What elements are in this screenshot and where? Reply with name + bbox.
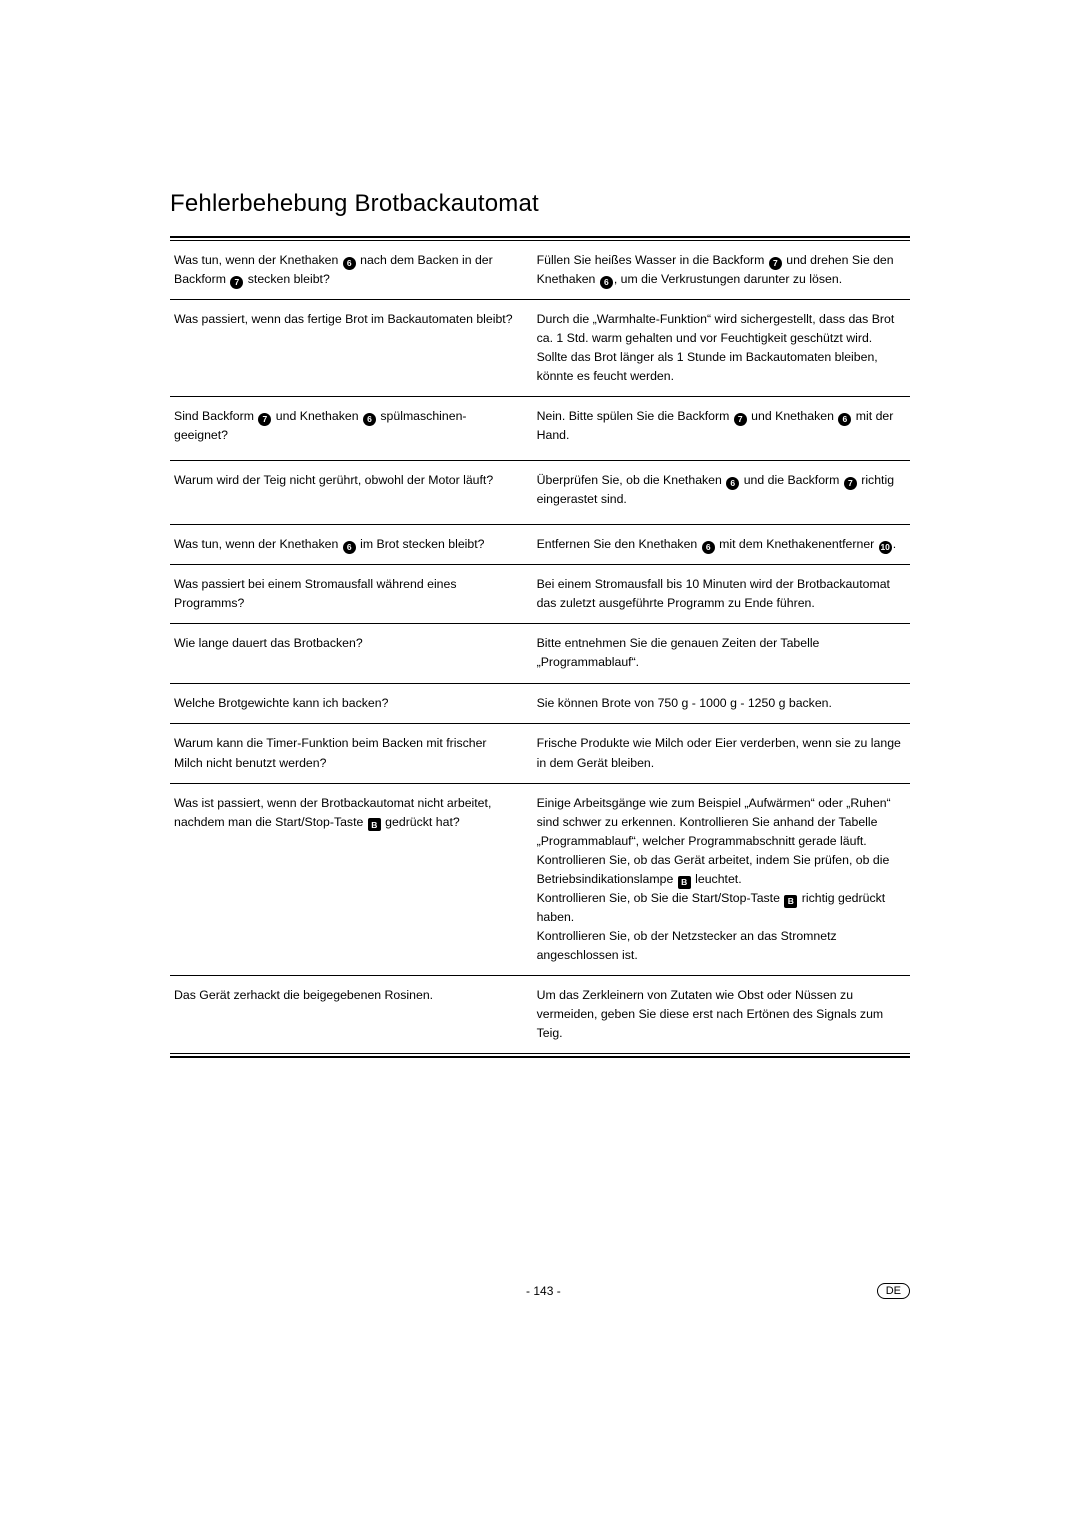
troubleshooting-table-wrap: Was tun, wenn der Knethaken 6 nach dem B…	[170, 236, 910, 1058]
answer-cell: Bei einem Stromausfall bis 10 Minuten wi…	[533, 565, 910, 624]
question-cell: Welche Brotgewichte kann ich backen?	[170, 684, 533, 724]
question-cell: Was passiert bei einem Stromausfall währ…	[170, 565, 533, 624]
table-row: Welche Brotgewichte kann ich backen?Sie …	[170, 684, 910, 724]
question-cell: Das Gerät zerhackt die beigegebenen Rosi…	[170, 975, 533, 1053]
table-row: Was tun, wenn der Knethaken 6 nach dem B…	[170, 241, 910, 300]
answer-cell: Füllen Sie heißes Wasser in die Backform…	[533, 241, 910, 300]
table-row: Das Gerät zerhackt die beigegebenen Rosi…	[170, 975, 910, 1053]
answer-cell: Entfernen Sie den Knethaken 6 mit dem Kn…	[533, 525, 910, 565]
reference-badge: 7	[230, 276, 243, 289]
reference-badge: 6	[343, 541, 356, 554]
table-row: Wie lange dauert das Brotbacken?Bitte en…	[170, 624, 910, 684]
answer-cell: Einige Arbeitsgänge wie zum Beispiel „Au…	[533, 783, 910, 975]
table-row: Sind Backform 7 und Knethaken 6 spülmasc…	[170, 397, 910, 461]
table-row: Was passiert bei einem Stromausfall währ…	[170, 565, 910, 624]
reference-badge: B	[784, 895, 797, 908]
reference-badge: 6	[726, 477, 739, 490]
reference-badge: 7	[258, 413, 271, 426]
question-cell: Sind Backform 7 und Knethaken 6 spülmasc…	[170, 397, 533, 461]
answer-cell: Um das Zerkleinern von Zutaten wie Obst …	[533, 975, 910, 1053]
question-cell: Warum kann die Timer-Funktion beim Backe…	[170, 724, 533, 783]
question-cell: Was tun, wenn der Knethaken 6 im Brot st…	[170, 525, 533, 565]
table-row: Was ist passiert, wenn der Brotbackautom…	[170, 783, 910, 975]
answer-cell: Nein. Bitte spülen Sie die Backform 7 un…	[533, 397, 910, 461]
question-cell: Warum wird der Teig nicht gerührt, obwoh…	[170, 461, 533, 525]
troubleshooting-table: Was tun, wenn der Knethaken 6 nach dem B…	[170, 240, 910, 1054]
reference-badge: B	[368, 818, 381, 831]
language-badge: DE	[877, 1283, 910, 1299]
reference-badge: 7	[769, 257, 782, 270]
reference-badge: 6	[343, 257, 356, 270]
reference-badge: 7	[734, 413, 747, 426]
answer-cell: Frische Produkte wie Milch oder Eier ver…	[533, 724, 910, 783]
page-number: - 143 -	[210, 1284, 877, 1298]
reference-badge: 6	[702, 541, 715, 554]
table-row: Was tun, wenn der Knethaken 6 im Brot st…	[170, 525, 910, 565]
page-footer: - 143 - DE	[170, 1283, 910, 1299]
question-cell: Was ist passiert, wenn der Brotbackautom…	[170, 783, 533, 975]
reference-badge: 10	[879, 541, 892, 554]
question-cell: Wie lange dauert das Brotbacken?	[170, 624, 533, 684]
reference-badge: 6	[363, 413, 376, 426]
answer-cell: Bitte entnehmen Sie die genauen Zeiten d…	[533, 624, 910, 684]
table-row: Warum kann die Timer-Funktion beim Backe…	[170, 724, 910, 783]
answer-cell: Überprüfen Sie, ob die Knethaken 6 und d…	[533, 461, 910, 525]
table-row: Was passiert, wenn das fertige Brot im B…	[170, 300, 910, 397]
answer-cell: Durch die „Warmhalte-Funktion“ wird sich…	[533, 300, 910, 397]
reference-badge: 7	[844, 477, 857, 490]
reference-badge: 6	[838, 413, 851, 426]
page-title: Fehlerbehebung Brotbackautomat	[170, 190, 910, 218]
question-cell: Was tun, wenn der Knethaken 6 nach dem B…	[170, 241, 533, 300]
question-cell: Was passiert, wenn das fertige Brot im B…	[170, 300, 533, 397]
answer-cell: Sie können Brote von 750 g - 1000 g - 12…	[533, 684, 910, 724]
reference-badge: B	[678, 876, 691, 889]
reference-badge: 6	[600, 276, 613, 289]
table-row: Warum wird der Teig nicht gerührt, obwoh…	[170, 461, 910, 525]
